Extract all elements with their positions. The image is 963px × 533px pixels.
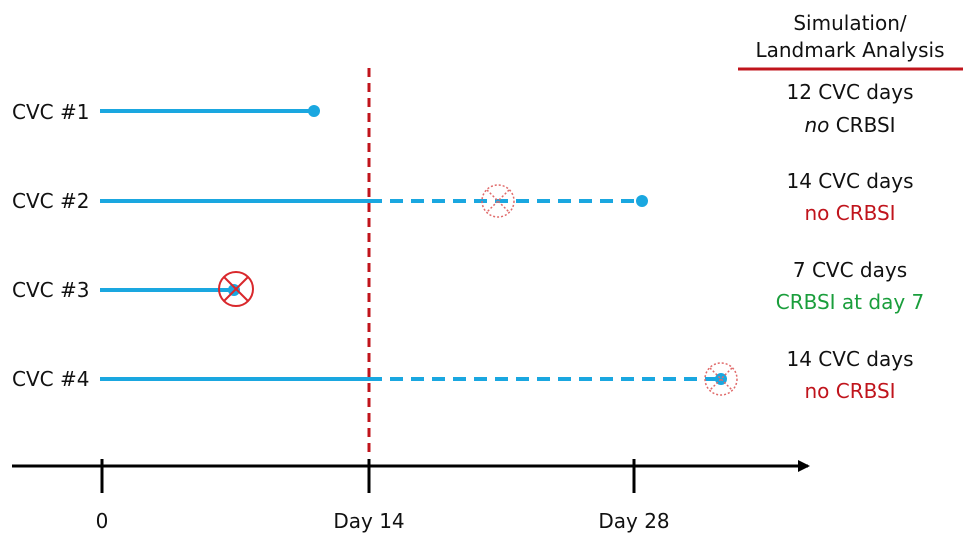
cvc-3-event-marker <box>218 271 254 307</box>
cvc-4-event-marker-faded <box>704 362 738 396</box>
cvc-3-result-days: 7 CVC days <box>793 258 907 282</box>
cvc-4-result-days: 14 CVC days <box>787 347 914 371</box>
cvc-1-end-dot <box>308 105 320 117</box>
cvc-2-end-dot <box>636 195 648 207</box>
cvc-2-row: CVC #2 <box>12 184 648 218</box>
cvc-4-end-dot <box>715 373 727 385</box>
header-line-2: Landmark Analysis <box>755 38 944 62</box>
header: Simulation/ Landmark Analysis <box>738 11 963 71</box>
tick-label-0: 0 <box>96 509 109 533</box>
cvc-1-row: CVC #1 <box>12 100 320 124</box>
cvc-1-result-days: 12 CVC days <box>787 80 914 104</box>
cvc-3-row: CVC #3 <box>12 271 254 307</box>
cvc-1-result-status: no CRBSI <box>804 113 895 137</box>
time-axis: 0 Day 14 Day 28 <box>12 459 810 533</box>
cvc-4-result-status: no CRBSI <box>804 379 895 403</box>
cvc-2-event-marker-faded <box>481 184 515 218</box>
tick-label-day14: Day 14 <box>333 509 404 533</box>
tick-label-day28: Day 28 <box>598 509 669 533</box>
cvc-2-label: CVC #2 <box>12 189 89 213</box>
cvc-2-result-days: 14 CVC days <box>787 169 914 193</box>
cvc-3-label: CVC #3 <box>12 278 89 302</box>
results-column: 12 CVC days no CRBSI 14 CVC days no CRBS… <box>776 80 925 403</box>
header-line-1: Simulation/ <box>793 11 907 35</box>
cvc-4-label: CVC #4 <box>12 367 89 391</box>
cvc-1-result-status-italic: no <box>804 113 829 137</box>
cvc-3-result-status: CRBSI at day 7 <box>776 290 925 314</box>
cvc-1-result-status-rest: CRBSI <box>829 113 895 137</box>
cvc-2-result-status: no CRBSI <box>804 201 895 225</box>
cvc-1-label: CVC #1 <box>12 100 89 124</box>
cvc-4-row: CVC #4 <box>12 362 738 396</box>
